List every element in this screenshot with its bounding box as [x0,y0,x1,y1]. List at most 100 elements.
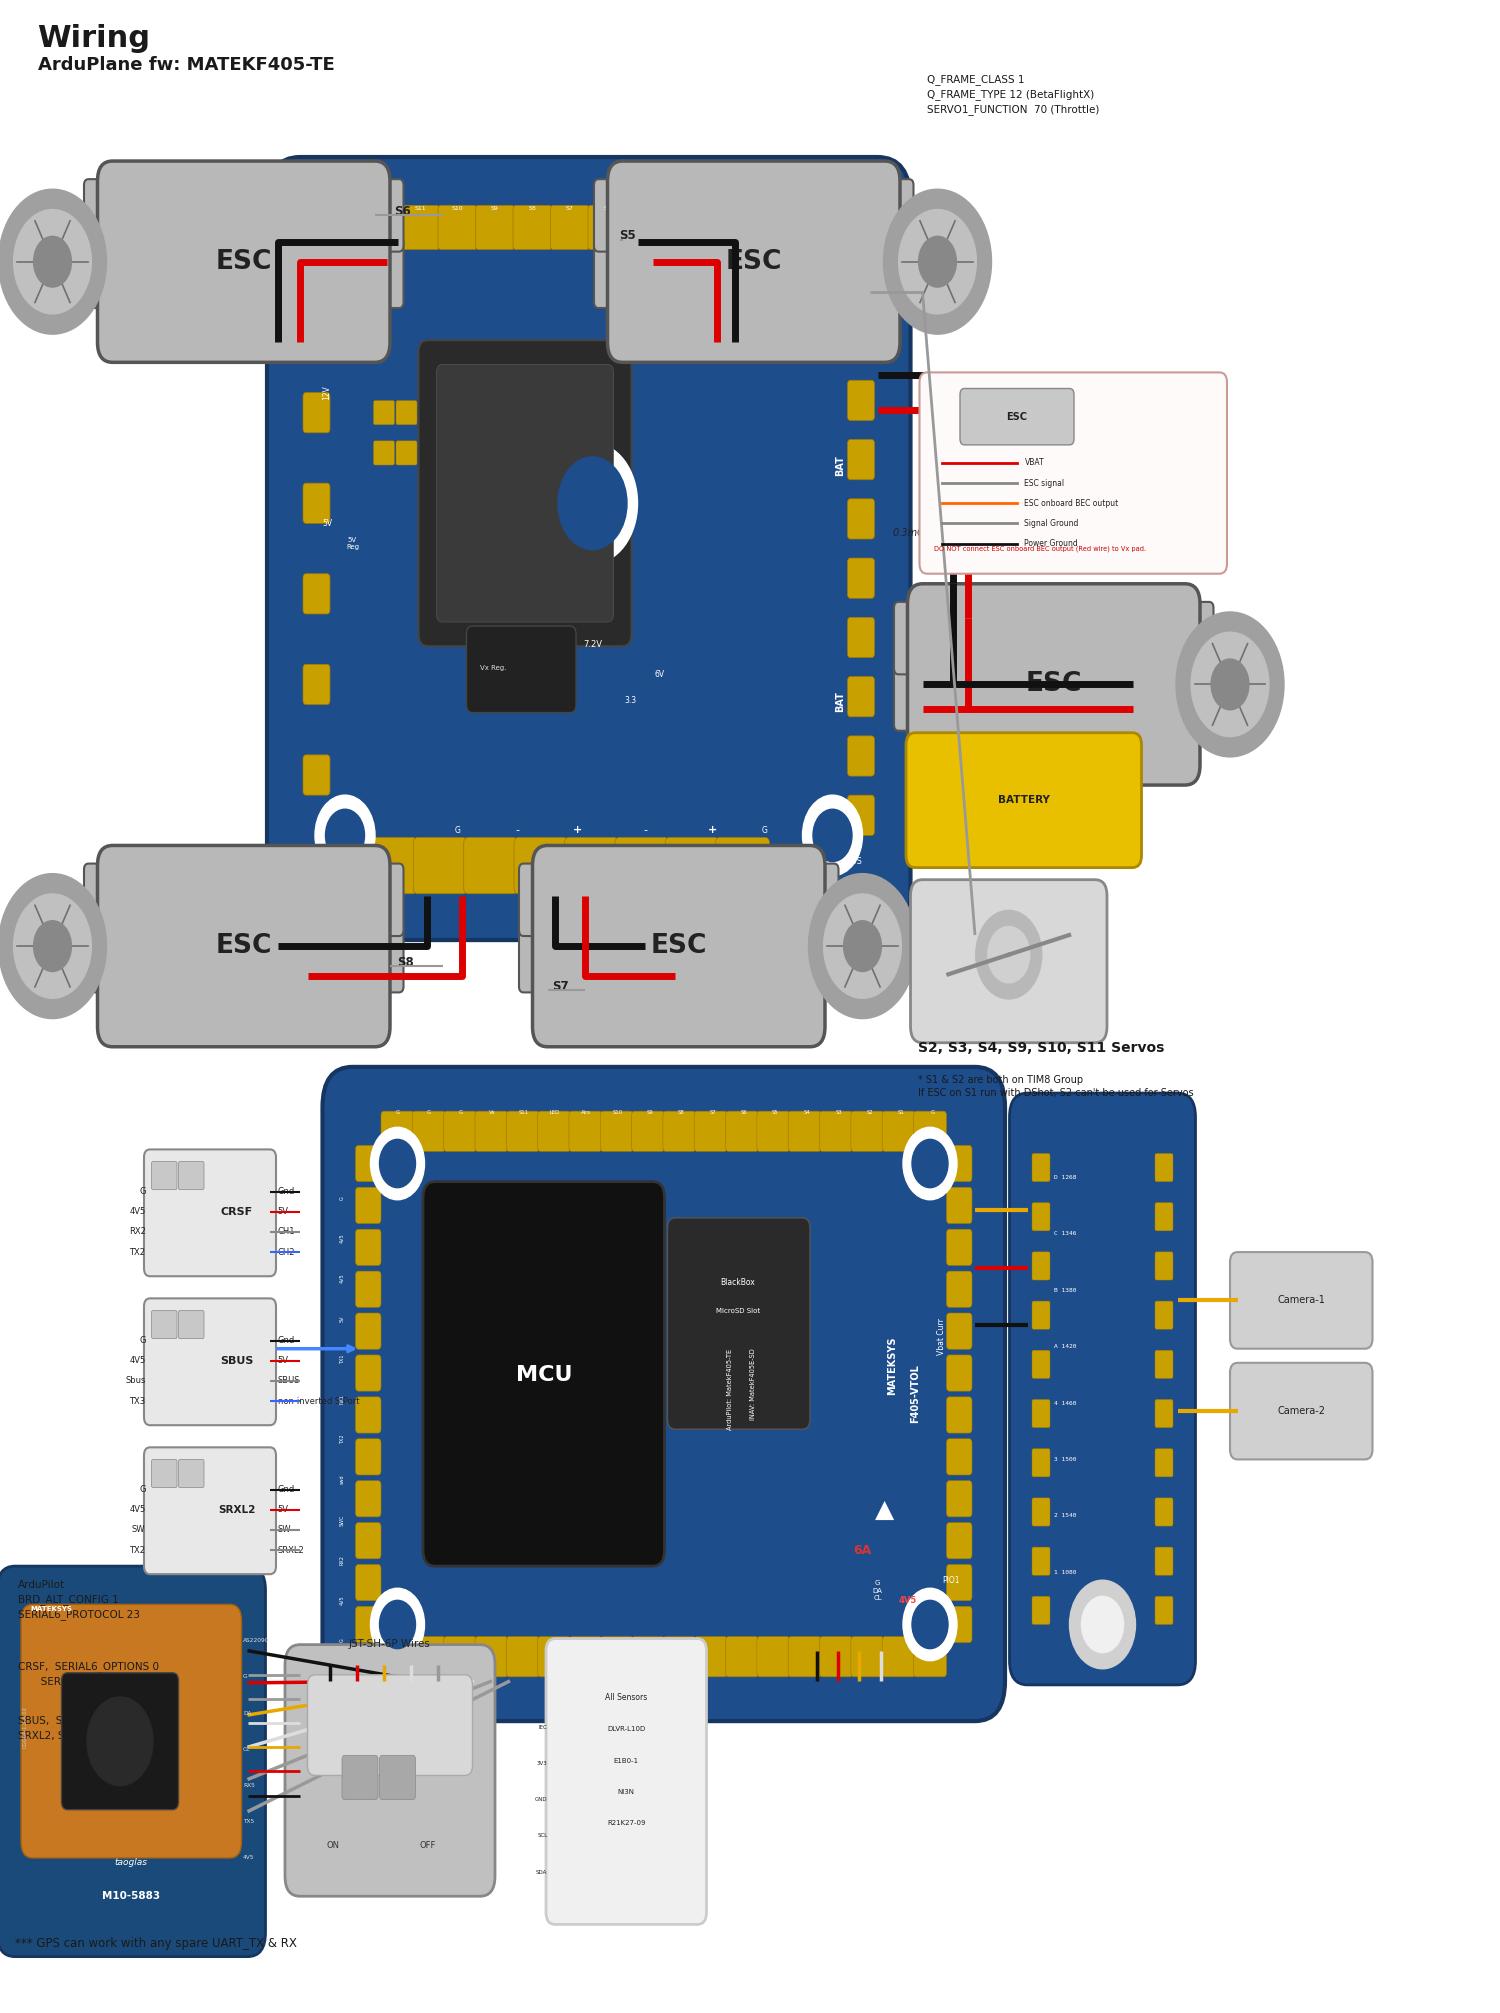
Text: M10-5883: M10-5883 [102,1892,160,1900]
Circle shape [87,1697,153,1786]
FancyBboxPatch shape [537,1637,570,1677]
Text: 0.3mOhm: 0.3mOhm [892,529,940,537]
FancyBboxPatch shape [513,205,552,250]
FancyBboxPatch shape [600,1637,633,1677]
Text: 5V
Reg: 5V Reg [346,537,358,550]
FancyBboxPatch shape [850,1637,883,1677]
Text: MCU: MCU [516,1365,573,1385]
FancyBboxPatch shape [419,340,632,646]
Text: Vx: Vx [819,225,831,234]
Text: D 1268: D 1268 [1054,1176,1077,1180]
FancyBboxPatch shape [152,1459,177,1488]
Text: S6: S6 [394,205,411,217]
Text: S4: S4 [804,1111,810,1115]
Text: SRXL2: SRXL2 [278,1546,304,1554]
Text: S6: S6 [741,1111,747,1115]
Text: SBUS: SBUS [220,1357,254,1365]
Text: NI3N: NI3N [618,1790,634,1796]
FancyBboxPatch shape [303,483,330,523]
Text: S11: S11 [414,207,426,211]
Text: CH1: CH1 [278,1228,296,1236]
FancyBboxPatch shape [776,205,814,250]
FancyBboxPatch shape [1155,1153,1173,1182]
Text: A 1420: A 1420 [1054,1345,1077,1349]
Circle shape [558,457,627,550]
Text: ESC: ESC [1026,672,1082,696]
Text: SDA: SDA [536,1870,548,1874]
Text: 5V: 5V [322,519,332,527]
FancyBboxPatch shape [726,1637,759,1677]
FancyBboxPatch shape [894,602,930,674]
FancyBboxPatch shape [946,1188,972,1224]
Text: ESC: ESC [216,934,272,958]
FancyBboxPatch shape [507,1111,540,1151]
Circle shape [548,443,638,564]
Text: S10: S10 [614,1111,622,1115]
FancyBboxPatch shape [363,205,402,250]
FancyBboxPatch shape [374,441,394,465]
FancyBboxPatch shape [726,1111,759,1151]
FancyBboxPatch shape [946,1145,972,1182]
Text: TX1: TX1 [340,1355,345,1363]
FancyBboxPatch shape [326,205,364,250]
FancyBboxPatch shape [802,864,838,936]
FancyBboxPatch shape [303,393,330,433]
FancyBboxPatch shape [414,837,468,894]
Text: +: + [573,825,582,835]
FancyBboxPatch shape [356,1188,381,1224]
FancyBboxPatch shape [850,1111,883,1151]
FancyBboxPatch shape [632,1111,664,1151]
Circle shape [813,809,852,862]
Text: 3V3: 3V3 [537,1761,548,1765]
Text: CRSF,  SERIAL6_OPTIONS 0
       SERIAL6_BAUD 115: CRSF, SERIAL6_OPTIONS 0 SERIAL6_BAUD 115 [18,1661,159,1687]
Text: G: G [243,1675,248,1679]
Text: G: G [454,827,460,835]
FancyBboxPatch shape [178,1162,204,1190]
FancyBboxPatch shape [368,236,404,308]
Text: ESC onboard BEC output: ESC onboard BEC output [1024,499,1119,507]
Text: taoglas: taoglas [114,1858,147,1866]
FancyBboxPatch shape [144,1149,276,1276]
FancyBboxPatch shape [608,161,900,362]
Text: 7.2V: 7.2V [584,640,602,648]
Text: G: G [340,1196,345,1200]
FancyBboxPatch shape [632,1637,664,1677]
Text: G: G [427,1111,430,1115]
FancyBboxPatch shape [788,1637,820,1677]
FancyBboxPatch shape [668,1218,810,1429]
FancyBboxPatch shape [400,205,439,250]
FancyBboxPatch shape [303,664,330,705]
FancyBboxPatch shape [594,179,630,252]
Text: ▲: ▲ [876,1498,894,1522]
Circle shape [1210,658,1249,711]
FancyBboxPatch shape [946,1564,972,1600]
Text: SCL: SCL [537,1834,548,1838]
Circle shape [33,236,72,288]
Text: DO NOT connect ESC onboard BEC output (Red wire) to Vx pad.: DO NOT connect ESC onboard BEC output (R… [934,546,1146,552]
FancyBboxPatch shape [908,584,1200,785]
Circle shape [315,221,375,302]
FancyBboxPatch shape [550,205,590,250]
Text: ArduPilot
BRD_ALT_CONFIG 1
SERIAL6_PROTOCOL 23: ArduPilot BRD_ALT_CONFIG 1 SERIAL6_PROTO… [18,1580,140,1620]
Circle shape [912,1600,948,1649]
Text: 4V5: 4V5 [898,1596,916,1604]
FancyBboxPatch shape [847,439,874,479]
FancyBboxPatch shape [1155,1252,1173,1280]
Text: 12V: 12V [322,384,332,401]
Text: 5V: 5V [278,1357,288,1365]
Text: ArduPilot: MatekF405-TE: ArduPilot: MatekF405-TE [728,1349,734,1429]
FancyBboxPatch shape [738,205,777,250]
Text: ESC: ESC [1007,413,1028,421]
FancyBboxPatch shape [356,1606,381,1643]
Text: Gnd: Gnd [278,1337,294,1345]
Circle shape [13,894,92,998]
FancyBboxPatch shape [663,1637,696,1677]
Text: BlackBox: BlackBox [720,1278,756,1286]
FancyBboxPatch shape [802,920,838,992]
Text: G: G [340,1639,345,1643]
FancyBboxPatch shape [946,1355,972,1391]
Text: TX2: TX2 [129,1248,146,1256]
FancyBboxPatch shape [444,1637,477,1677]
Text: SWC: SWC [340,1514,345,1526]
Text: TX3: TX3 [129,1397,146,1405]
